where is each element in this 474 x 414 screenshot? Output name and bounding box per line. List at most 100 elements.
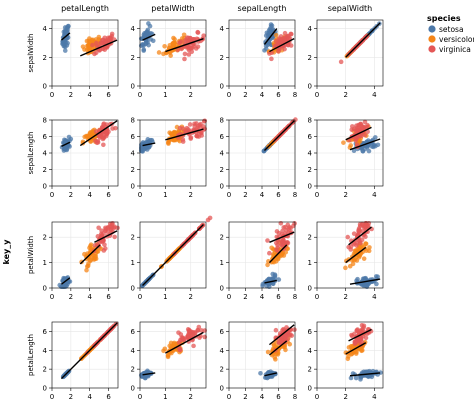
x-tick-label: 6 [276,393,281,401]
facet-frame [139,321,207,389]
data-point-virginica [269,56,274,62]
data-point-virginica [283,332,289,338]
x-tick-label: 2 [343,293,347,301]
data-point-versicolor [349,351,354,357]
data-point-virginica [183,44,189,50]
y-tick-label: 8 [308,117,312,125]
y-tick-label: 6 [220,133,225,141]
data-point-setosa [371,142,377,148]
facet-petalWidth-vs-petalLength: petalWidth 0 2 4 6 0 1 2 [27,220,120,301]
y-tick-label: 0 [131,285,135,293]
data-point-setosa [262,48,267,53]
x-tick-label: 0 [138,293,142,301]
data-point-virginica [187,122,193,127]
data-point-versicolor [87,258,93,263]
regression-line [345,22,381,58]
legend-title: species [427,14,461,23]
y-tick-label: 0 [43,183,47,191]
facet-frame [51,221,119,289]
data-point-virginica [274,229,280,234]
data-point-versicolor [282,344,288,350]
regression-line [165,37,204,53]
data-point-virginica [363,220,369,226]
data-point-virginica [275,242,280,248]
x-tick-label: 0 [138,191,142,199]
data-point-versicolor [85,134,90,139]
data-point-versicolor [171,40,177,45]
legend-swatch-setosa [428,25,436,33]
data-point-virginica [177,40,182,46]
data-point-virginica [101,121,107,126]
x-tick-label: 4 [372,293,377,301]
data-point-virginica [194,121,199,126]
data-point-virginica [100,239,105,245]
legend-label-versicolor: versicolor [439,35,474,44]
data-point-setosa [66,23,71,29]
data-point-virginica [175,47,181,53]
y-tick-label: 6 [220,328,225,336]
regression-line [268,324,295,346]
x-tick-label: 0 [227,293,231,301]
data-point-versicolor [343,265,348,271]
y-tick-label: 6 [43,133,48,141]
data-point-setosa [366,148,372,154]
regression-line [142,33,156,41]
data-point-virginica [184,125,190,131]
facet-sepalLength-vs-sepalWidth: 0 2 4 0 2 4 6 8 [308,117,384,199]
data-point-virginica [353,138,358,143]
x-tick-label: 4 [372,191,377,199]
y-tick-label: 2 [43,166,47,174]
data-point-setosa [142,32,148,38]
data-point-virginica [278,220,284,226]
regression-line [268,340,288,356]
column-title: petalLength [61,4,109,13]
data-point-versicolor [88,242,94,248]
data-point-virginica [282,35,287,41]
regression-line [263,120,295,152]
regression-line [345,126,372,141]
regression-line [269,231,295,243]
x-tick-label: 0 [138,393,142,401]
data-point-versicolor [270,252,276,257]
y-tick-label: 4 [131,25,136,33]
row-title: sepalWidth [27,34,35,73]
data-point-virginica [182,56,187,62]
row-title: sepalLength [27,132,35,175]
row-title: petalLength [27,334,35,376]
data-point-virginica [359,126,364,132]
x-tick-label: 0 [50,293,54,301]
data-point-versicolor [156,50,162,55]
y-tick-label: 4 [220,25,225,33]
y-tick-label: 2 [131,166,135,174]
regression-line [264,372,278,377]
facet-frame [316,321,384,389]
x-tick-label: 4 [87,293,92,301]
data-point-virginica [108,37,113,42]
data-point-versicolor [367,245,372,250]
data-point-versicolor [82,47,87,52]
regression-line [263,28,278,45]
data-point-virginica [276,340,282,345]
x-tick-label: 6 [106,293,111,301]
x-tick-label: 0 [315,393,319,401]
data-point-versicolor [95,249,101,254]
facet-frame [139,221,207,289]
legend-label-virginica: virginica [439,45,471,54]
data-point-setosa [360,148,366,154]
data-point-virginica [280,243,285,248]
x-tick-label: 8 [293,191,297,199]
data-point-virginica [292,327,297,332]
y-tick-label: 2 [43,366,47,374]
y-tick-label: 2 [220,366,224,374]
y-tick-label: 2 [308,366,312,374]
data-point-setosa [140,149,145,154]
data-point-virginica [195,30,201,35]
legend-swatch-versicolor [428,35,436,43]
data-point-setosa [146,21,151,26]
y-tick-label: 2 [308,234,312,242]
y-tick-label: 0 [131,385,135,393]
data-point-setosa [62,48,68,53]
y-tick-label: 0 [220,183,224,191]
facet-sepalWidth-vs-sepalLength: sepalLength 0 2 4 6 8 0 2 4 [220,4,298,99]
